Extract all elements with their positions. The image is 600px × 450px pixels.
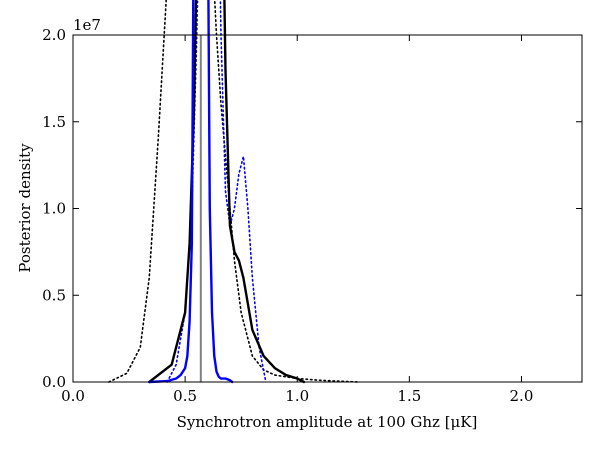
series-layer [108, 0, 359, 384]
y-tick-label: 0.5 [42, 286, 66, 304]
x-tick-label: 1.0 [285, 387, 309, 405]
y-offset-label: 1e7 [73, 16, 101, 34]
x-tick-label: 0.5 [173, 387, 197, 405]
plot-background [73, 35, 582, 382]
x-axis-label: Synchrotron amplitude at 100 Ghz [μK] [177, 413, 478, 431]
series-line-0 [148, 0, 234, 384]
y-tick-label: 1.0 [42, 200, 66, 218]
x-tick-label: 1.5 [397, 387, 421, 405]
y-tick-label: 2.0 [42, 26, 66, 44]
y-tick-label: 0.0 [42, 373, 66, 391]
y-tick-label: 1.5 [42, 113, 66, 131]
y-axis-label: Posterior density [16, 143, 34, 273]
x-tick-label: 0.0 [61, 387, 85, 405]
tick-layer: 0.0 0.5 1.0 1.5 2.0 0.0 0.5 1.0 1.5 2.0 [42, 26, 582, 405]
x-tick-label: 2.0 [510, 387, 534, 405]
